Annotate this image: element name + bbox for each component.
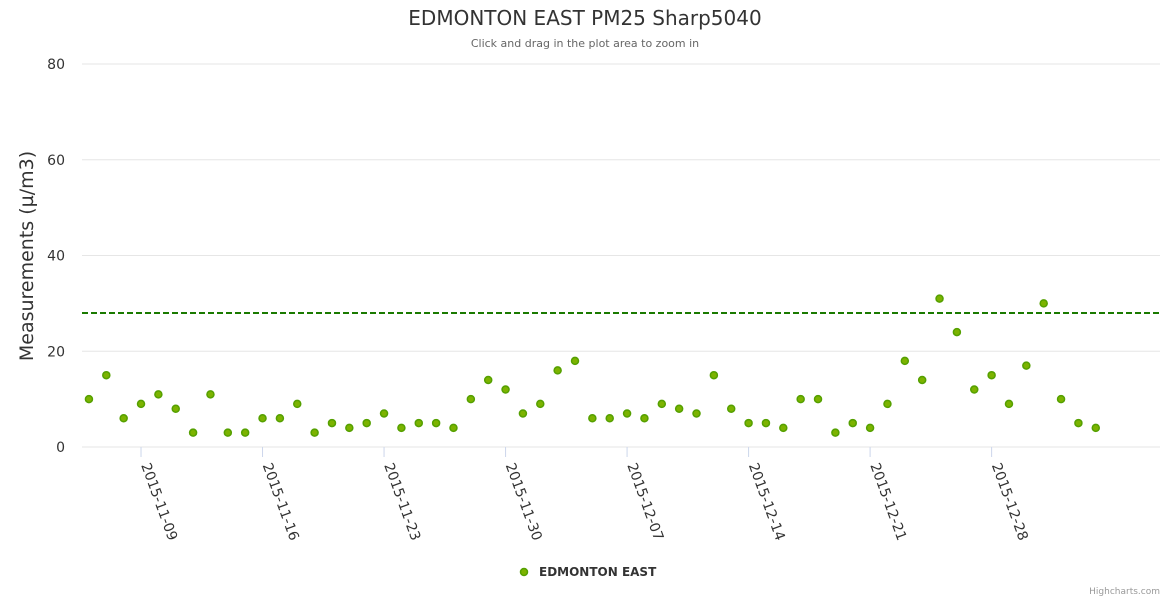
data-point[interactable]: [310, 428, 319, 437]
data-point[interactable]: [293, 399, 302, 409]
data-point[interactable]: [1004, 399, 1014, 409]
data-point[interactable]: [258, 414, 267, 423]
data-point[interactable]: [240, 428, 250, 437]
data-point[interactable]: [327, 418, 337, 428]
data-point[interactable]: [952, 327, 962, 337]
y-tick-label: 60: [47, 153, 65, 169]
data-point[interactable]: [917, 375, 927, 385]
data-point[interactable]: [674, 404, 684, 413]
data-point[interactable]: [102, 370, 111, 380]
data-point[interactable]: [987, 370, 996, 380]
data-point[interactable]: [831, 428, 840, 437]
x-tick-label: 2015-11-23: [380, 461, 423, 543]
data-point[interactable]: [848, 418, 857, 428]
data-point[interactable]: [726, 404, 736, 413]
data-point[interactable]: [570, 356, 580, 366]
data-point[interactable]: [362, 418, 371, 428]
chart-subtitle: Click and drag in the plot area to zoom …: [471, 37, 699, 50]
x-tick-label: 2015-11-30: [502, 461, 545, 543]
data-point[interactable]: [449, 423, 458, 433]
data-point[interactable]: [709, 370, 719, 380]
data-point[interactable]: [1022, 361, 1031, 370]
x-tick-label: 2015-12-07: [623, 461, 666, 543]
data-point[interactable]: [223, 428, 233, 437]
data-point[interactable]: [119, 414, 128, 423]
data-point[interactable]: [136, 399, 146, 409]
grid: [82, 63, 1160, 448]
y-tick-label: 20: [47, 344, 65, 360]
data-point[interactable]: [779, 423, 788, 433]
y-axis-ticks: 0 20 40 60 80: [47, 57, 65, 456]
data-point[interactable]: [466, 394, 476, 404]
data-point[interactable]: [692, 409, 701, 418]
data-point[interactable]: [84, 394, 94, 404]
plot-area[interactable]: [84, 294, 1101, 437]
data-point[interactable]: [813, 394, 823, 404]
data-point[interactable]: [536, 399, 545, 409]
data-point[interactable]: [501, 385, 510, 394]
data-point[interactable]: [553, 366, 562, 375]
y-axis-label: Measurements (µ/m3): [16, 151, 38, 361]
x-tick-label: 2015-12-14: [745, 461, 788, 543]
x-axis-ticks: 2015-11-09 2015-11-16 2015-11-23 2015-11-30…: [137, 447, 1031, 543]
legend[interactable]: EDMONTON EAST: [519, 565, 658, 579]
chart-title: EDMONTON EAST PM25 Sharp5040: [408, 6, 761, 30]
data-point[interactable]: [483, 375, 493, 385]
data-point[interactable]: [275, 414, 285, 423]
data-point[interactable]: [171, 404, 180, 413]
y-tick-label: 40: [47, 249, 65, 265]
legend-marker: [519, 567, 529, 577]
data-point[interactable]: [431, 418, 441, 428]
data-point[interactable]: [188, 428, 198, 437]
data-point[interactable]: [883, 399, 892, 409]
legend-label[interactable]: EDMONTON EAST: [539, 565, 657, 579]
x-tick-label: 2015-12-21: [866, 461, 909, 543]
credits-link[interactable]: Highcharts.com: [1089, 587, 1160, 597]
data-point[interactable]: [622, 409, 632, 418]
data-point[interactable]: [761, 418, 771, 428]
data-point[interactable]: [1091, 423, 1101, 433]
data-point[interactable]: [900, 356, 910, 366]
data-point[interactable]: [657, 399, 667, 409]
data-point[interactable]: [154, 390, 163, 399]
data-point[interactable]: [865, 423, 875, 433]
y-tick-label: 80: [47, 57, 65, 73]
data-point[interactable]: [397, 423, 406, 433]
data-point[interactable]: [518, 409, 528, 418]
y-tick-label: 0: [56, 440, 65, 456]
x-tick-label: 2015-12-28: [988, 461, 1031, 543]
data-point[interactable]: [379, 409, 389, 418]
data-point[interactable]: [345, 423, 354, 433]
data-point[interactable]: [414, 418, 424, 428]
data-point[interactable]: [1074, 418, 1083, 428]
data-point[interactable]: [1039, 299, 1048, 308]
data-point[interactable]: [206, 390, 215, 399]
data-point[interactable]: [588, 414, 597, 423]
data-point[interactable]: [1056, 394, 1066, 404]
data-point[interactable]: [744, 418, 753, 428]
x-tick-label: 2015-11-09: [137, 461, 180, 543]
data-point[interactable]: [605, 414, 614, 423]
data-point[interactable]: [640, 414, 649, 423]
data-point[interactable]: [970, 385, 979, 394]
data-point[interactable]: [796, 394, 805, 404]
x-tick-label: 2015-11-16: [259, 461, 302, 543]
data-point[interactable]: [935, 294, 944, 303]
